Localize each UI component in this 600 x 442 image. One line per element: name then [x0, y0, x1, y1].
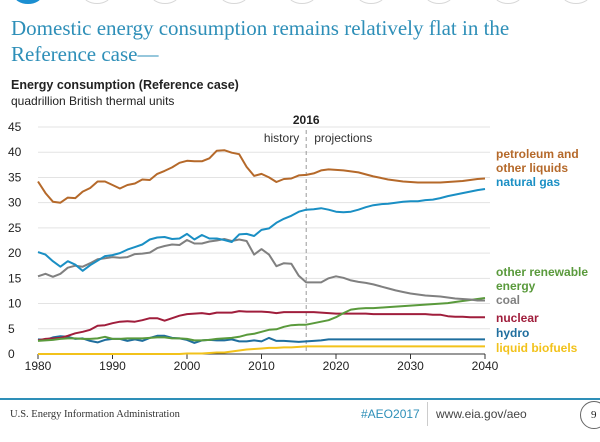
footer-hashtag[interactable]: #AEO2017 [361, 407, 420, 421]
page-number: 9 [580, 401, 600, 429]
series-line-coal [37, 238, 485, 302]
y-tick-label: 5 [8, 322, 15, 336]
chart-title: Energy consumption (Reference case) [11, 78, 239, 92]
slide-nav-dot[interactable] [356, 0, 385, 4]
slide-nav-dot[interactable] [151, 0, 179, 4]
slide-nav-dot[interactable] [425, 0, 453, 4]
series-label: natural gas [496, 175, 560, 189]
y-tick-label: 0 [8, 347, 15, 361]
series-label: other liquids [496, 161, 568, 175]
x-tick-label: 2000 [174, 359, 201, 373]
x-tick-label: 1990 [99, 359, 126, 373]
projections-label: projections [314, 131, 372, 145]
y-tick-label: 30 [8, 196, 22, 210]
x-tick-label: 2020 [323, 359, 350, 373]
x-tick-label: 2030 [397, 359, 424, 373]
divider-year-label: 2016 [293, 113, 320, 127]
footer-url-link[interactable]: www.eia.gov/aeo [436, 407, 527, 421]
series-label: hydro [496, 326, 529, 340]
slide-title: Domestic energy consumption remains rela… [11, 16, 510, 66]
slide-nav-dot[interactable] [562, 0, 590, 4]
y-tick-label: 35 [8, 170, 22, 184]
y-tick-label: 15 [8, 271, 22, 285]
y-tick-label: 10 [8, 297, 22, 311]
energy-consumption-chart: 0 5 10 15 20 25 30 35 40 45 1980 1990 2000 2010 2020 2… [8, 113, 588, 373]
chart-subtitle: quadrillion British thermal units [11, 94, 175, 108]
slide-nav-dot[interactable] [493, 0, 522, 4]
y-tick-label: 20 [8, 246, 22, 260]
series-line-other-renewable-energy [37, 297, 486, 342]
y-tick-label: 45 [8, 120, 22, 134]
series-label: nuclear [496, 311, 539, 325]
series-label: petroleum and [496, 147, 579, 161]
footer-divider [0, 398, 600, 400]
series-label: energy [496, 279, 536, 293]
slide-navigation [0, 0, 600, 6]
history-label: history [264, 131, 299, 145]
x-tick-label: 1980 [25, 359, 52, 373]
series-line-petroleum-and-other-liquids [37, 149, 486, 204]
y-tick-label: 25 [8, 221, 22, 235]
x-tick-label: 2040 [472, 359, 499, 373]
series-label: coal [496, 293, 520, 307]
slide-nav-dot[interactable] [288, 0, 316, 4]
series-label: liquid biofuels [496, 341, 578, 355]
series-line-natural-gas [37, 188, 486, 272]
slide-nav-dot[interactable] [82, 0, 111, 4]
series-label: other renewable [496, 265, 588, 279]
slide-nav-dot[interactable] [14, 0, 42, 4]
y-tick-label: 40 [8, 145, 22, 159]
slide-nav-dot[interactable] [219, 0, 248, 4]
footer-separator [427, 402, 428, 426]
footer-organization: U.S. Energy Information Administration [10, 409, 180, 420]
series-line-liquid-biofuels [38, 345, 485, 355]
x-tick-label: 2010 [248, 359, 275, 373]
series-line-nuclear [37, 310, 485, 342]
